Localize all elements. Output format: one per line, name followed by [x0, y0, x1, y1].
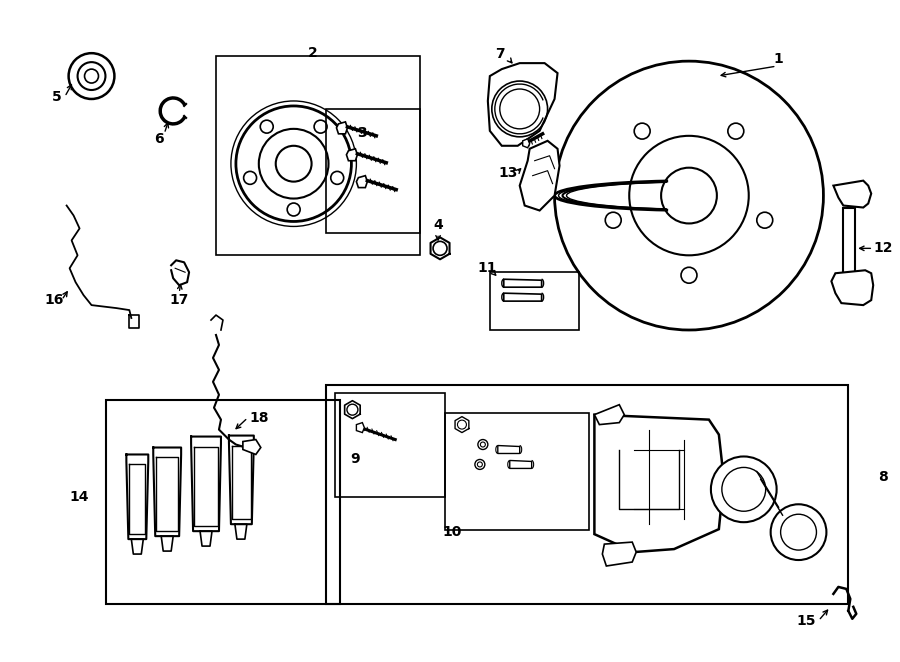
Polygon shape: [843, 207, 855, 273]
Polygon shape: [356, 175, 367, 187]
Polygon shape: [488, 63, 557, 146]
Text: 6: 6: [155, 132, 164, 146]
Text: 4: 4: [433, 218, 443, 232]
Polygon shape: [243, 440, 261, 455]
Text: 13: 13: [498, 166, 518, 179]
Polygon shape: [509, 461, 532, 469]
Text: 18: 18: [249, 410, 268, 424]
Text: 5: 5: [52, 90, 61, 104]
Polygon shape: [337, 122, 347, 134]
Polygon shape: [346, 149, 357, 161]
Text: 9: 9: [351, 452, 360, 467]
Bar: [216, 56, 420, 256]
Text: 10: 10: [442, 525, 462, 539]
Circle shape: [770, 504, 826, 560]
Polygon shape: [832, 270, 873, 305]
Text: 3: 3: [357, 126, 367, 140]
Bar: [336, 393, 445, 497]
Polygon shape: [594, 414, 724, 552]
Text: 11: 11: [477, 261, 497, 275]
Text: 17: 17: [169, 293, 189, 307]
Polygon shape: [356, 422, 365, 432]
Polygon shape: [504, 279, 542, 287]
Polygon shape: [498, 446, 519, 453]
Text: 1: 1: [774, 52, 784, 66]
Polygon shape: [504, 293, 542, 301]
Polygon shape: [602, 542, 636, 566]
Polygon shape: [519, 141, 560, 211]
Polygon shape: [523, 139, 530, 148]
Bar: [445, 412, 590, 530]
Bar: [490, 272, 580, 330]
Text: 14: 14: [70, 491, 89, 504]
Bar: [326, 385, 849, 604]
Text: 12: 12: [873, 242, 893, 256]
Bar: [106, 400, 340, 604]
Text: 8: 8: [878, 471, 888, 485]
Bar: [326, 109, 420, 234]
Polygon shape: [833, 181, 871, 207]
Text: 15: 15: [796, 614, 816, 628]
Text: 7: 7: [495, 47, 505, 61]
Text: 16: 16: [44, 293, 63, 307]
Polygon shape: [594, 404, 625, 424]
Text: 2: 2: [308, 46, 318, 60]
Circle shape: [711, 457, 777, 522]
